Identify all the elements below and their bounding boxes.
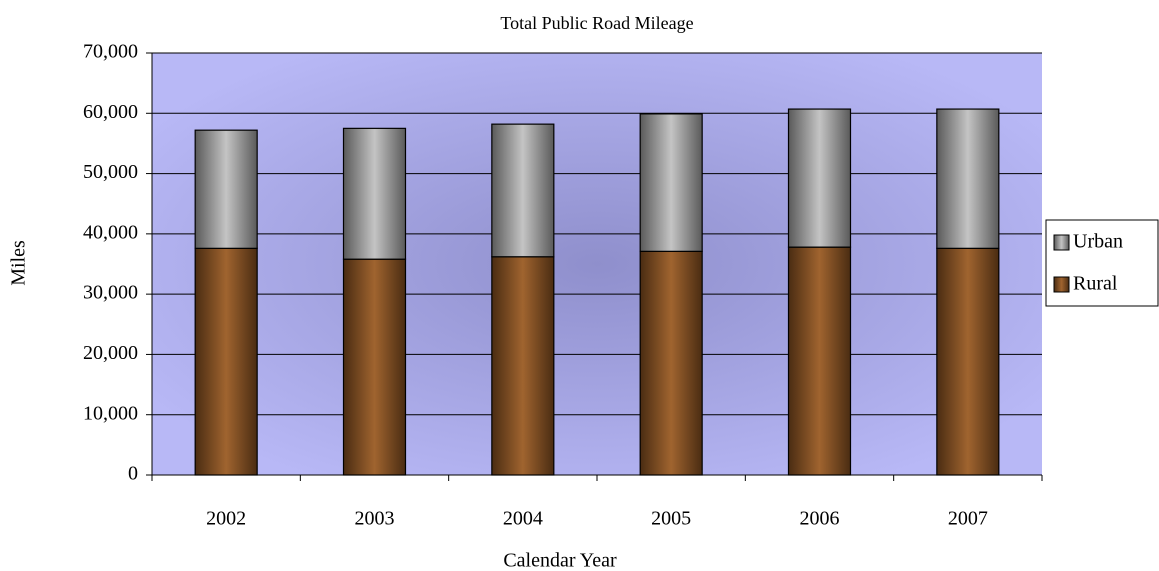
y-tick-label: 70,000 — [83, 41, 138, 63]
y-tick-label: 20,000 — [83, 342, 138, 364]
legend-label: Rural — [1073, 273, 1118, 295]
bar-segment — [342, 258, 407, 476]
x-tick-label: 2005 — [651, 508, 691, 530]
bar-segment — [491, 123, 555, 258]
bar-segment — [787, 108, 852, 248]
y-tick-label: 0 — [128, 463, 138, 485]
y-axis-label: Miles — [8, 240, 30, 286]
x-tick-label: 2002 — [206, 508, 246, 530]
bar-segment — [787, 246, 852, 476]
y-tick-label: 60,000 — [83, 101, 138, 123]
chart-title: Total Public Road Mileage — [500, 13, 693, 33]
x-tick-label: 2006 — [800, 508, 840, 530]
x-tick-label: 2004 — [503, 508, 543, 530]
x-tick-label: 2003 — [355, 508, 395, 530]
y-tick-label: 50,000 — [83, 161, 138, 183]
bar-segment — [491, 256, 555, 476]
x-axis-label: Calendar Year — [503, 550, 617, 571]
bar-segment — [342, 127, 407, 260]
bar-segment — [936, 247, 1000, 476]
bar-segment — [194, 129, 258, 249]
bar-segment — [639, 113, 703, 252]
legend-swatch — [1053, 276, 1070, 293]
y-tick-label: 10,000 — [83, 402, 138, 424]
legend-swatch — [1053, 234, 1070, 251]
legend-label: Urban — [1073, 231, 1123, 253]
y-tick-label: 30,000 — [83, 282, 138, 304]
y-tick-label: 40,000 — [83, 221, 138, 243]
x-tick-label: 2007 — [948, 508, 988, 530]
bar-segment — [639, 250, 703, 476]
bar-segment — [936, 108, 1000, 249]
bar-segment — [194, 247, 258, 476]
plot-area — [152, 53, 1042, 475]
